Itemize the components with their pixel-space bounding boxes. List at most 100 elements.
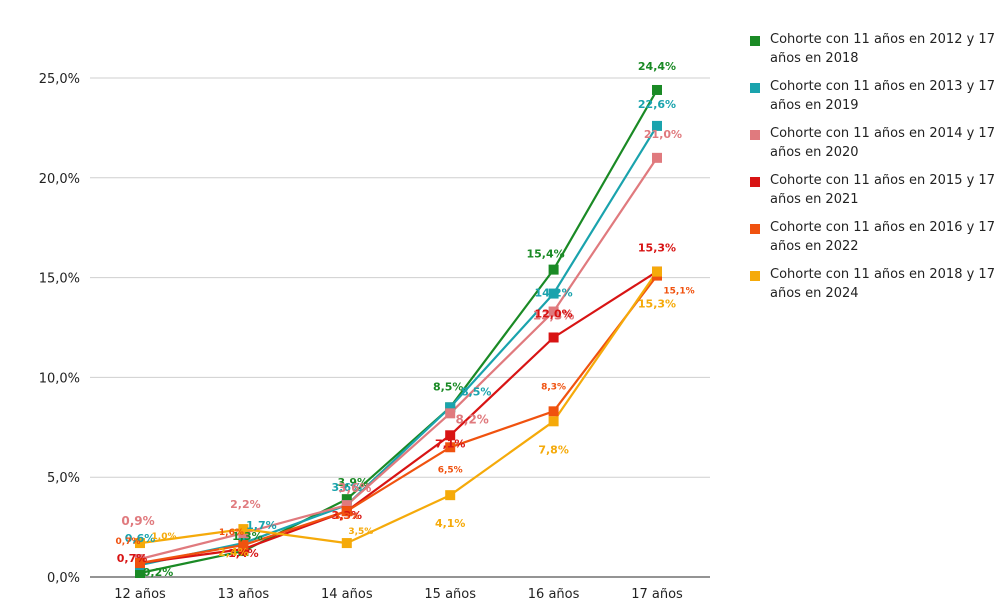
data-label: 21,0% [644, 128, 682, 141]
data-label: 1,6% [219, 528, 244, 538]
data-point [548, 332, 559, 343]
data-label: 1,4% [228, 547, 259, 560]
series-line-1 [139, 89, 658, 575]
data-label: 13,3% [533, 309, 575, 323]
legend-label: Cohorte con 11 años en 2013 y 17 años en… [770, 79, 995, 113]
x-tick-label: 17 años [631, 587, 683, 602]
y-tick-label: 0,0% [47, 571, 80, 586]
data-point [652, 120, 662, 131]
y-tick-label: 15,0% [39, 272, 80, 287]
data-point [445, 402, 456, 413]
gridlines [90, 77, 710, 578]
data-labels: 0,2% 1,3% 3,9% 8,5% 15,4% 24,4% 0,6% 1,7% 3,6% 8,… [116, 60, 695, 579]
data-label: 15,3% [638, 298, 676, 311]
legend-label: Cohorte con 11 años en 2012 y 17 años en… [770, 32, 995, 66]
legend-marker [750, 177, 760, 187]
legend-marker [750, 36, 760, 46]
data-point [445, 442, 456, 453]
data-label: 15,1% [663, 287, 694, 297]
y-axis-ticks: 0,0% 5,0% 10,0% 15,0% 20,0% 25,0% [39, 72, 80, 586]
data-point [238, 540, 249, 551]
x-axis-ticks: 12 años 13 años 14 años 15 años 16 años 17 añ… [114, 587, 683, 602]
data-label: 3,5% [348, 527, 373, 537]
data-point [341, 500, 352, 511]
data-label: 3,9% [338, 476, 369, 489]
data-point [548, 406, 559, 417]
data-point [652, 152, 662, 163]
legend-item: Cohorte con 11 años en 2016 y 17 años en… [750, 218, 995, 265]
legend-label: Cohorte con 11 años en 2015 y 17 años en… [770, 173, 995, 207]
x-tick-label: 15 años [424, 587, 476, 602]
legend-item: Cohorte con 11 años en 2018 y 17 años en… [750, 265, 995, 312]
data-label: 4,1% [435, 517, 466, 530]
data-point [135, 568, 145, 579]
data-label: 12,0% [535, 307, 573, 320]
data-point [341, 494, 352, 505]
series-line-4 [139, 270, 658, 565]
legend-label: Cohorte con 11 años en 2018 y 17 años en… [770, 267, 995, 301]
legend-marker [750, 224, 760, 234]
legend-marker [750, 83, 760, 93]
legend-item: Cohorte con 11 años en 2015 y 17 años en… [750, 171, 995, 218]
data-label: 22,6% [638, 98, 676, 111]
data-point [341, 506, 352, 517]
series-lines [139, 89, 658, 575]
y-tick-label: 10,0% [39, 371, 80, 386]
data-label: 3,3% [334, 512, 359, 522]
data-label: 2,2% [230, 498, 261, 511]
data-label: 8,5% [433, 380, 464, 393]
data-point [548, 416, 559, 427]
data-point [652, 84, 662, 95]
data-point [548, 306, 559, 317]
data-point [238, 524, 249, 535]
data-label: 3,6% [338, 481, 371, 495]
series-line-5 [139, 274, 658, 565]
line-chart: 0,0% 5,0% 10,0% 15,0% 20,0% 25,0% 12 años 13 a… [39, 60, 710, 602]
data-label: 8,2% [456, 412, 489, 426]
legend-item: Cohorte con 11 años en 2014 y 17 años en… [750, 124, 995, 171]
legend-label: Cohorte con 11 años en 2014 y 17 años en… [770, 126, 995, 160]
data-label: 6,5% [438, 465, 463, 475]
data-label: 0,6% [125, 532, 156, 545]
data-label: 7,8% [538, 443, 569, 456]
legend-label: Cohorte con 11 años en 2016 y 17 años en… [770, 220, 995, 254]
data-label: 3,6% [332, 481, 363, 494]
x-tick-label: 14 años [321, 587, 373, 602]
data-label: 15,3% [638, 242, 676, 255]
data-label: 1,0% [152, 532, 177, 542]
data-point [445, 490, 456, 501]
legend-marker [750, 130, 760, 140]
legend-marker [750, 271, 760, 281]
series-line-6 [139, 270, 658, 545]
data-label: 0,7% [116, 537, 141, 547]
data-label: 8,5% [461, 385, 492, 398]
data-point [548, 264, 559, 275]
data-label: 2,4% [218, 546, 249, 559]
data-label: 14,2% [535, 287, 573, 300]
data-label: 0,7% [117, 552, 148, 565]
x-tick-label: 13 años [218, 587, 270, 602]
legend-item: Cohorte con 11 años en 2013 y 17 años en… [750, 77, 995, 124]
data-label: 1,7% [246, 519, 277, 532]
data-label: 7,1% [435, 437, 466, 450]
x-tick-label: 12 años [114, 587, 166, 602]
legend: Cohorte con 11 años en 2012 y 17 años en… [750, 30, 995, 312]
legend-item: Cohorte con 11 años en 2012 y 17 años en… [750, 30, 995, 77]
data-point [135, 558, 145, 569]
data-point [445, 408, 456, 419]
data-point [652, 266, 662, 277]
data-label: 8,3% [541, 382, 566, 392]
data-label: 15,4% [527, 248, 565, 261]
y-tick-label: 25,0% [39, 72, 80, 87]
data-point [548, 288, 559, 299]
data-label: 1,3% [232, 530, 263, 543]
data-label: 0,2% [143, 566, 174, 579]
series-points [135, 84, 662, 579]
data-point [445, 430, 456, 441]
data-label: 3,3% [332, 509, 363, 522]
data-point [341, 538, 352, 549]
y-tick-label: 5,0% [47, 471, 80, 486]
series-line-2 [139, 125, 658, 567]
data-label: 0,9% [121, 514, 154, 528]
x-tick-label: 16 años [528, 587, 580, 602]
